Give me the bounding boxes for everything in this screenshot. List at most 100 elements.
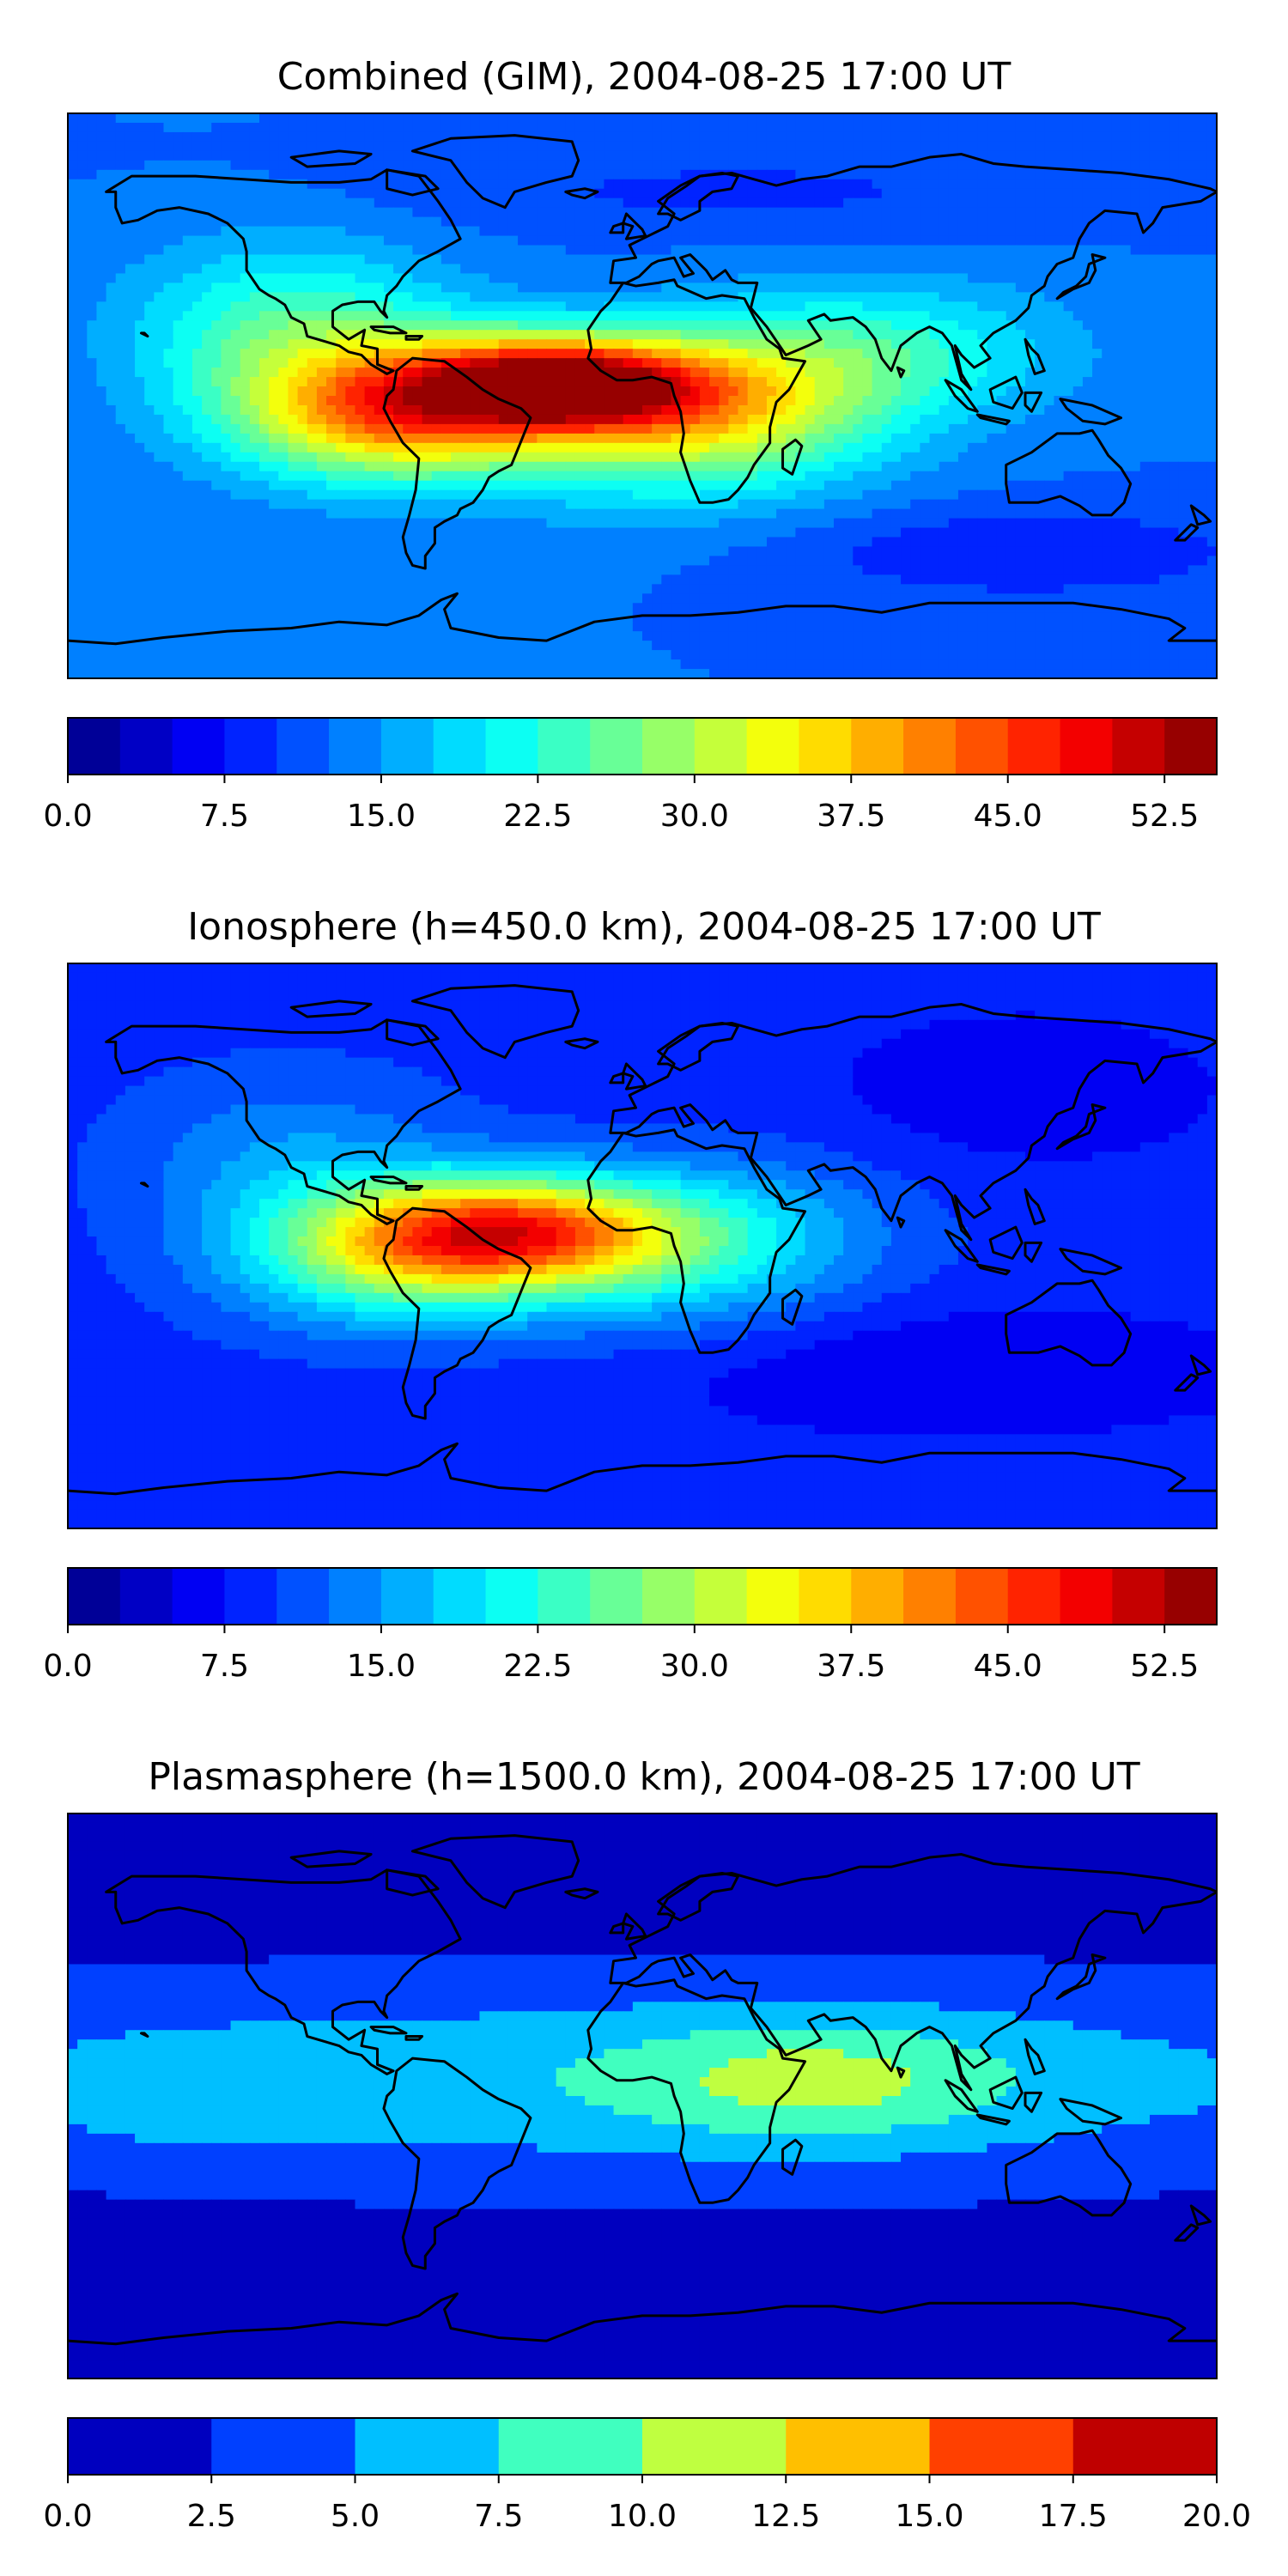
heatmap-cell — [709, 442, 720, 453]
heatmap-cell — [957, 414, 969, 425]
heatmap-cell — [862, 216, 873, 228]
heatmap-cell — [910, 349, 920, 359]
heatmap-cell — [297, 442, 308, 453]
heatmap-cell — [574, 480, 586, 491]
heatmap-cell — [230, 386, 241, 397]
heatmap-cell — [249, 113, 260, 124]
heatmap-cell — [690, 141, 701, 152]
heatmap-cell — [527, 349, 538, 359]
heatmap-cell — [316, 226, 327, 237]
heatmap-cell — [374, 188, 385, 199]
heatmap-cell — [96, 499, 107, 510]
heatmap-cell — [479, 489, 490, 501]
heatmap-cell — [115, 386, 126, 397]
heatmap-cell — [929, 358, 940, 368]
heatmap-cell — [259, 471, 270, 482]
heatmap-cell — [766, 169, 777, 180]
heatmap-cell — [336, 235, 346, 246]
heatmap-cell — [805, 442, 816, 453]
heatmap-cell — [269, 480, 279, 491]
heatmap-cell — [661, 122, 672, 133]
heatmap-cell — [843, 377, 854, 387]
heatmap-cell — [249, 216, 260, 228]
heatmap-cell — [957, 141, 969, 152]
heatmap-cell — [470, 122, 481, 133]
heatmap-cell — [440, 433, 452, 444]
heatmap-cell — [766, 207, 777, 218]
heatmap-cell — [297, 113, 308, 124]
heatmap-cell — [240, 169, 251, 180]
heatmap-cell — [814, 150, 825, 161]
heatmap-cell — [288, 160, 299, 171]
heatmap-cell — [489, 311, 500, 321]
heatmap-cell — [853, 404, 864, 416]
heatmap-cell — [834, 349, 844, 359]
heatmap-cell — [786, 131, 796, 143]
heatmap-cell — [1121, 330, 1132, 340]
heatmap-cell — [489, 339, 500, 349]
heatmap-cell — [823, 131, 835, 143]
heatmap-cell — [680, 131, 691, 143]
heatmap-cell — [1159, 358, 1170, 368]
heatmap-cell — [604, 150, 615, 161]
heatmap-cell — [1015, 254, 1026, 265]
heatmap-cell — [987, 339, 998, 349]
heatmap-cell — [652, 442, 662, 453]
heatmap-cell — [412, 339, 423, 349]
heatmap-cell — [862, 471, 873, 482]
heatmap-cell — [574, 292, 586, 302]
heatmap-cell — [393, 386, 404, 397]
heatmap-cell — [1178, 339, 1189, 349]
heatmap-cell — [202, 461, 212, 472]
heatmap-cell — [957, 179, 969, 190]
heatmap-cell — [843, 349, 854, 359]
heatmap-cell — [805, 235, 816, 246]
heatmap-cell — [259, 368, 270, 378]
heatmap-cell — [240, 150, 251, 161]
heatmap-cell — [1035, 471, 1045, 482]
heatmap-cell — [1044, 292, 1055, 302]
heatmap-cell — [144, 292, 155, 302]
heatmap-cell — [843, 179, 854, 190]
heatmap-cell — [872, 377, 883, 387]
heatmap-cell — [307, 292, 318, 302]
heatmap-cell — [1178, 141, 1189, 152]
heatmap-cell — [795, 207, 806, 218]
heatmap-cell — [1149, 141, 1160, 152]
heatmap-cell — [1121, 311, 1132, 321]
heatmap-cell — [249, 197, 260, 209]
heatmap-cell — [977, 414, 987, 425]
heatmap-cell — [1130, 414, 1141, 425]
heatmap-cell — [163, 292, 174, 302]
heatmap-cell — [1054, 480, 1065, 491]
heatmap-cell — [939, 188, 950, 199]
heatmap-cell — [144, 442, 155, 453]
heatmap-cell — [862, 254, 873, 265]
heatmap-cell — [412, 301, 423, 312]
heatmap-cell — [652, 273, 662, 283]
heatmap-cell — [881, 414, 892, 425]
heatmap-cell — [977, 245, 987, 256]
heatmap-cell — [383, 131, 394, 143]
heatmap-cell — [565, 283, 576, 293]
heatmap-cell — [652, 330, 662, 340]
heatmap-cell — [795, 471, 806, 482]
heatmap-cell — [163, 273, 174, 283]
heatmap-cell — [125, 377, 136, 387]
heatmap-cell — [766, 433, 777, 444]
heatmap-cell — [642, 292, 653, 302]
heatmap-cell — [1054, 273, 1065, 283]
heatmap-cell — [87, 377, 98, 387]
heatmap-cell — [182, 273, 193, 283]
heatmap-cell — [901, 292, 911, 302]
heatmap-cell — [709, 452, 720, 463]
heatmap-cell — [527, 377, 538, 387]
heatmap-cell — [862, 452, 873, 463]
heatmap-cell — [1044, 301, 1055, 312]
heatmap-cell — [604, 423, 615, 434]
heatmap-cell — [393, 320, 404, 331]
heatmap-cell — [202, 141, 212, 152]
heatmap-cell — [403, 235, 413, 246]
heatmap-cell — [1206, 254, 1217, 265]
heatmap-cell — [920, 197, 931, 209]
